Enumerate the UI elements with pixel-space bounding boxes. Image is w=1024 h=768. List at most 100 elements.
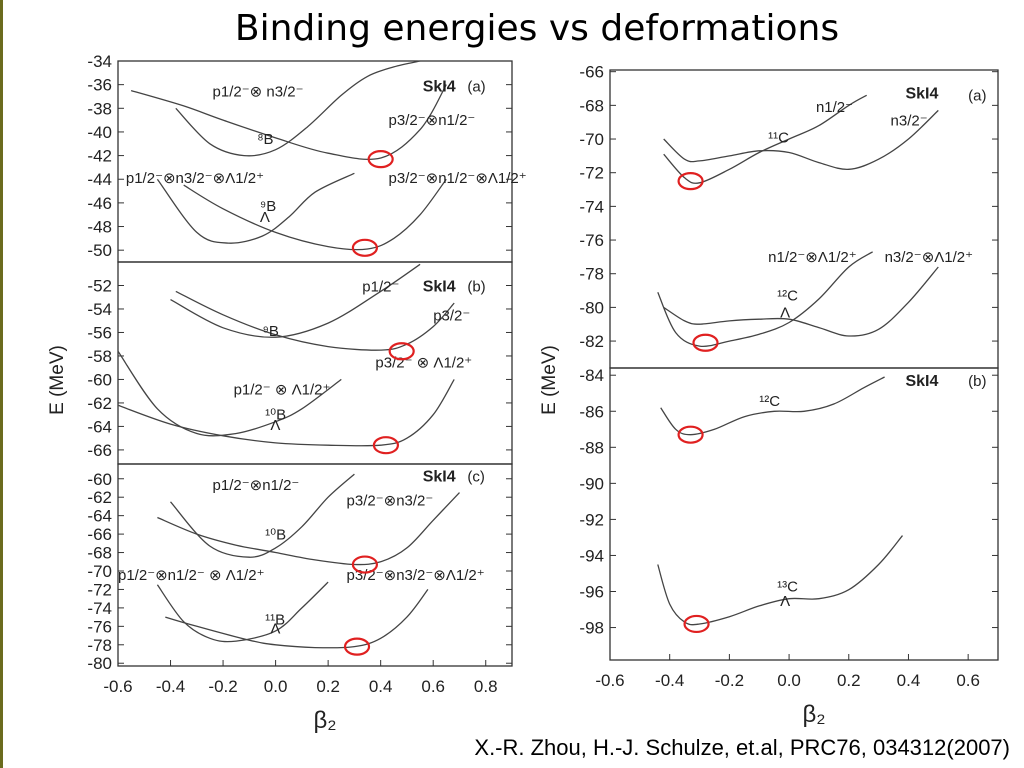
curve-annotation: Λ xyxy=(270,621,280,638)
y-tick-label: -74 xyxy=(579,197,604,216)
panel-left-b: -52 -54 -56 -58 -60 -62 -64 -66 p1/2⁻ SkI4 (b) p3/2… xyxy=(47,261,513,465)
minimum-marker xyxy=(372,436,400,455)
minimum-marker xyxy=(367,150,394,169)
y-tick-label: -38 xyxy=(87,99,112,118)
y-tick-label: -72 xyxy=(87,580,112,599)
y-tick-label: -84 xyxy=(579,366,604,385)
y-tick-label: -34 xyxy=(87,52,112,71)
x-tick-label: 0.8 xyxy=(474,677,498,696)
y-tick-label: -92 xyxy=(579,510,604,529)
curve-annotation: ¹⁰B xyxy=(265,406,286,423)
series-line xyxy=(117,350,342,437)
curve-annotation: ⁹B xyxy=(260,198,276,215)
curve-annotation: p3/2⁻⊗n1/2⁻ xyxy=(389,112,476,129)
y-tick-label: -46 xyxy=(87,194,112,213)
curve-annotation: ⁹B xyxy=(262,323,278,340)
series-line xyxy=(183,178,447,251)
model-label: SkI4 xyxy=(423,79,456,96)
y-tick-label: -36 xyxy=(87,76,112,95)
y-tick-label: -40 xyxy=(87,123,112,142)
curve-annotation: p3/2⁻ ⊗ Λ1/2⁺ xyxy=(375,355,472,372)
curve-annotation: p3/2⁻⊗n3/2⁻⊗Λ1/2⁺ xyxy=(347,567,485,584)
y-tick-label: -62 xyxy=(87,394,112,413)
slide-accent-bar xyxy=(0,0,3,768)
y-tick-label: -68 xyxy=(87,544,112,563)
curve-annotation: n1/2⁻ xyxy=(816,99,853,116)
curve-annotation: p3/2⁻ xyxy=(433,308,470,325)
y-tick-label: -98 xyxy=(579,619,604,638)
minimum-marker xyxy=(692,333,719,352)
series-line xyxy=(130,84,447,161)
y-axis-label: E (MeV) xyxy=(539,345,560,415)
x-tick-label: 0.6 xyxy=(421,677,445,696)
panel-right-b: -84 -86 -88 -90 -92 -94 -96 -98 -0.6 -0.4 -0.2 0.0 0… xyxy=(539,345,999,728)
panel-left-a: -34 -36 -38 -40 -42 -44 -46 -48 -50 p1/2⁻⊗ n3/2⁻ S… xyxy=(87,52,527,263)
y-tick-label: -66 xyxy=(87,525,112,544)
citation-text: X.-R. Zhou, H.-J. Schulze, et.al, PRC76,… xyxy=(474,735,1010,760)
series-line xyxy=(657,535,903,626)
plot-frame xyxy=(609,367,999,661)
curve-annotation: p1/2⁻⊗n1/2⁻ ⊗ Λ1/2⁺ xyxy=(118,567,264,584)
curve-annotation: ¹⁰B xyxy=(265,527,286,544)
series-line xyxy=(175,290,455,351)
curve-annotation: p1/2⁻ xyxy=(362,278,399,295)
y-tick-label: -52 xyxy=(87,276,112,295)
x-tick-label: -0.4 xyxy=(156,677,185,696)
curve-annotation: ¹³C xyxy=(777,579,798,596)
curve-annotation: p1/2⁻ ⊗ Λ1/2⁺ xyxy=(234,382,331,399)
y-tick-label: -86 xyxy=(579,402,604,421)
x-tick-label: -0.2 xyxy=(208,677,237,696)
y-tick-label: -74 xyxy=(87,599,112,618)
series-line xyxy=(156,581,329,643)
x-tick-label: -0.6 xyxy=(103,677,132,696)
series-line xyxy=(170,263,421,338)
y-tick-label: -78 xyxy=(87,636,112,655)
x-tick-label: 0.6 xyxy=(956,671,980,690)
x-tick-label: 0.2 xyxy=(837,671,861,690)
y-tick-label: -80 xyxy=(579,298,604,317)
curve-annotation: p3/2⁻⊗n3/2⁻ xyxy=(347,493,434,510)
x-tick-label: 0.4 xyxy=(369,677,393,696)
slide-title: Binding energies vs deformations xyxy=(234,8,840,49)
y-tick-label: -48 xyxy=(87,218,112,237)
y-tick-label: -58 xyxy=(87,347,112,366)
curve-annotation: Λ xyxy=(270,417,280,434)
model-label: SkI4 xyxy=(423,469,456,486)
y-tick-label: -66 xyxy=(87,441,112,460)
y-tick-label: -88 xyxy=(579,438,604,457)
y-tick-label: -68 xyxy=(579,96,604,115)
panel-left-c: -60-62-64-66-68-70-72-74-76-78-80 -0.6 -0.… xyxy=(87,463,513,734)
series-line xyxy=(663,109,939,170)
curve-annotation: p3/2⁻⊗n1/2⁻⊗Λ1/2⁺ xyxy=(389,170,527,187)
y-tick-label: -54 xyxy=(87,300,112,319)
y-tick-label: -64 xyxy=(87,417,112,436)
y-tick-label: -76 xyxy=(579,231,604,250)
curve-annotation: n3/2⁻ xyxy=(891,113,928,130)
curve-annotation: p1/2⁻⊗n3/2⁻⊗Λ1/2⁺ xyxy=(126,170,264,187)
minimum-marker xyxy=(343,637,371,656)
curve-annotation: ¹²C xyxy=(759,393,780,410)
y-tick-label: -64 xyxy=(87,507,112,526)
model-label: SkI4 xyxy=(423,278,456,295)
curve-annotation: (c) xyxy=(467,469,485,486)
minimum-marker xyxy=(683,614,710,634)
x-tick-label: -0.6 xyxy=(595,671,624,690)
curve-annotation: (a) xyxy=(467,79,485,96)
series-line xyxy=(156,172,355,244)
y-tick-label: -96 xyxy=(579,583,604,602)
y-tick-label: -80 xyxy=(87,654,112,673)
x-axis-label: β₂ xyxy=(802,701,825,728)
y-tick-label: -44 xyxy=(87,170,112,189)
curve-annotation: Λ xyxy=(780,593,790,610)
x-axis-label: β₂ xyxy=(313,707,336,734)
series-line xyxy=(175,60,421,157)
y-tick-label: -82 xyxy=(579,332,604,351)
x-tick-label: 0.0 xyxy=(777,671,801,690)
minimum-marker xyxy=(677,172,704,191)
y-tick-label: -70 xyxy=(87,562,112,581)
series-line xyxy=(657,251,873,348)
y-axis-label: E (MeV) xyxy=(47,345,68,415)
series-line xyxy=(170,473,355,558)
curve-annotation: (b) xyxy=(968,373,986,390)
